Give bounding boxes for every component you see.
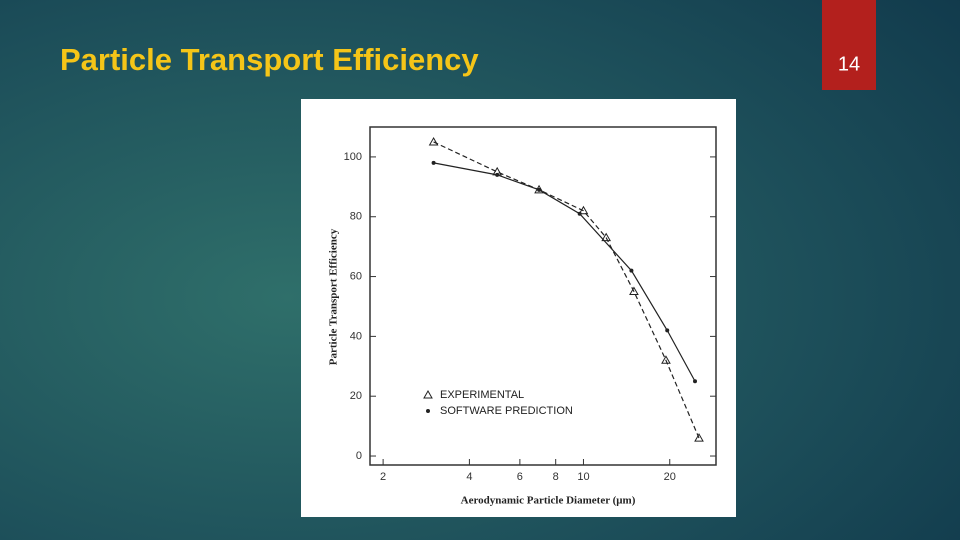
- y-tick-label: 40: [350, 330, 362, 342]
- chart-panel: [301, 99, 736, 517]
- point: [537, 187, 542, 192]
- page-number: 14: [838, 53, 860, 75]
- point: [629, 286, 639, 296]
- point: [629, 268, 634, 273]
- point: [428, 136, 439, 146]
- point: [495, 172, 500, 177]
- point: [661, 355, 671, 364]
- legend-marker: [423, 389, 433, 399]
- plot-frame: [369, 126, 717, 466]
- point: [694, 433, 704, 442]
- y-tick-label: 0: [356, 450, 362, 462]
- series-line: [433, 141, 700, 439]
- page-badge: [822, 0, 876, 90]
- y-tick-label: 100: [344, 151, 362, 163]
- point: [665, 328, 670, 333]
- x-tick-label: 4: [466, 471, 472, 483]
- legend-label: SOFTWARE PREDICTION: [440, 405, 573, 417]
- point: [577, 211, 582, 216]
- x-tick-label: 6: [517, 471, 523, 483]
- point: [431, 160, 436, 165]
- y-tick-label: 60: [350, 270, 362, 282]
- x-axis-label: Aerodynamic Particle Diameter (μm): [461, 495, 636, 507]
- x-tick-label: 2: [380, 471, 386, 483]
- y-axis-label: Particle Transport Efficiency: [328, 228, 340, 365]
- legend-label: EXPERIMENTAL: [440, 389, 524, 401]
- point: [601, 232, 612, 242]
- slide-title: Particle Transport Efficiency: [60, 42, 479, 77]
- x-tick-label: 10: [577, 471, 589, 483]
- x-tick-label: 8: [553, 471, 559, 483]
- point: [693, 379, 698, 384]
- legend-marker: [426, 409, 430, 413]
- y-tick-label: 20: [350, 390, 362, 402]
- y-tick-label: 80: [350, 211, 362, 223]
- x-tick-label: 20: [664, 471, 676, 483]
- point: [578, 205, 589, 215]
